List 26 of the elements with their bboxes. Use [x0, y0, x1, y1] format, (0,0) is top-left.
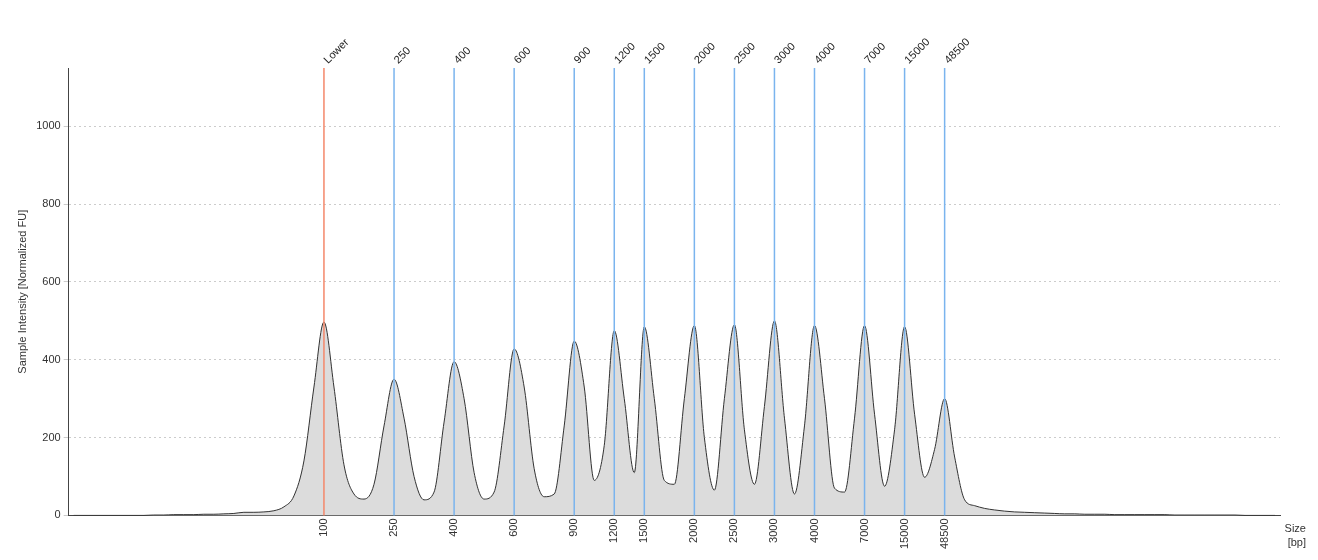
y-tick-label: 1000: [36, 119, 61, 132]
x-tick-label: 250: [387, 518, 400, 537]
x-tick-label: 7000: [857, 518, 870, 543]
category-label: 400: [451, 44, 473, 66]
y-tick-label: 600: [42, 275, 61, 288]
text: 250: [391, 44, 413, 66]
x-tick-label: 600: [507, 518, 520, 537]
y-axis-title: Sample Intensity [Normalized FU]: [15, 209, 28, 374]
x-tick-label: 2000: [687, 518, 700, 543]
y-tick-label: 800: [42, 197, 61, 210]
x-tick-label: 1200: [607, 518, 620, 543]
x-tick-label: 100: [316, 518, 329, 537]
x-tick-label: 1500: [637, 518, 650, 543]
y-tick-label: 200: [42, 430, 61, 443]
text: 900: [571, 44, 593, 66]
x-tick-label: 900: [567, 518, 580, 537]
x-tick-label: 48500: [937, 518, 950, 550]
x-tick-label: 2500: [727, 518, 740, 543]
category-label: 600: [511, 44, 533, 66]
x-tick-label: 400: [447, 518, 460, 537]
x-tick-label: 15000: [897, 518, 910, 550]
x-tick-label: 3000: [767, 518, 780, 543]
x-tick-label: 4000: [807, 518, 820, 543]
x-axis-title: Size [bp]: [1284, 521, 1306, 548]
y-tick-label: 0: [54, 508, 61, 521]
y-tick-label: 400: [42, 352, 61, 365]
